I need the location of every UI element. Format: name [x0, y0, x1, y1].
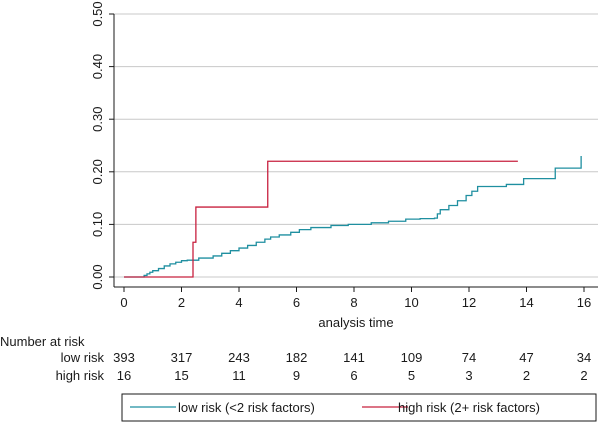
risk-value: 74 — [462, 350, 476, 365]
x-tick-label: 8 — [350, 295, 357, 310]
legend-label: low risk (<2 risk factors) — [178, 400, 315, 415]
y-tick-label: 0.30 — [90, 107, 105, 132]
y-tick-label: 0.10 — [90, 212, 105, 237]
risk-value: 11 — [232, 368, 246, 383]
x-tick-label: 14 — [519, 295, 533, 310]
x-tick-label: 4 — [235, 295, 242, 310]
risk-row-label: high risk — [56, 368, 105, 383]
x-tick-label: 2 — [178, 295, 185, 310]
risk-value: 3 — [465, 368, 472, 383]
risk-table-header: Number at risk — [0, 334, 85, 349]
legend-label: high risk (2+ risk factors) — [398, 400, 540, 415]
risk-value: 9 — [293, 368, 300, 383]
x-axis-ticks: 0 2 4 6 8 10 12 14 16 — [120, 287, 591, 310]
x-tick-label: 6 — [293, 295, 300, 310]
y-tick-label: 0.40 — [90, 54, 105, 79]
x-tick-label: 10 — [404, 295, 418, 310]
y-tick-label: 0.20 — [90, 159, 105, 184]
number-at-risk-table: Number at risk low risk 393 317 243 182 141 10… — [0, 334, 591, 383]
axes — [113, 14, 598, 288]
risk-value: 393 — [113, 350, 135, 365]
grid-lines — [114, 13, 598, 278]
x-axis-title: analysis time — [318, 315, 393, 330]
risk-row-label: low risk — [61, 350, 105, 365]
legend: low risk (<2 risk factors) high risk (2+ … — [121, 393, 597, 422]
series-lines — [124, 156, 582, 278]
risk-value: 47 — [519, 350, 533, 365]
high-risk-curve — [124, 160, 518, 278]
risk-value: 2 — [523, 368, 530, 383]
risk-value: 16 — [117, 368, 131, 383]
risk-value: 141 — [343, 350, 365, 365]
x-tick-label: 0 — [120, 295, 127, 310]
risk-value: 109 — [401, 350, 423, 365]
risk-value: 243 — [228, 350, 250, 365]
risk-value: 317 — [171, 350, 193, 365]
risk-value: 2 — [580, 368, 587, 383]
risk-value: 15 — [174, 368, 188, 383]
x-tick-label: 12 — [462, 295, 476, 310]
low-risk-curve — [124, 156, 582, 278]
y-tick-label: 0.00 — [90, 264, 105, 289]
risk-value: 182 — [286, 350, 308, 365]
legend-box — [121, 393, 597, 422]
y-tick-label: 0.50 — [90, 1, 105, 26]
y-axis-ticks: 0.00 0.10 0.20 0.30 0.40 0.50 — [90, 1, 114, 290]
x-tick-label: 16 — [577, 295, 591, 310]
risk-value: 34 — [577, 350, 591, 365]
risk-value: 5 — [408, 368, 415, 383]
risk-value: 6 — [350, 368, 357, 383]
